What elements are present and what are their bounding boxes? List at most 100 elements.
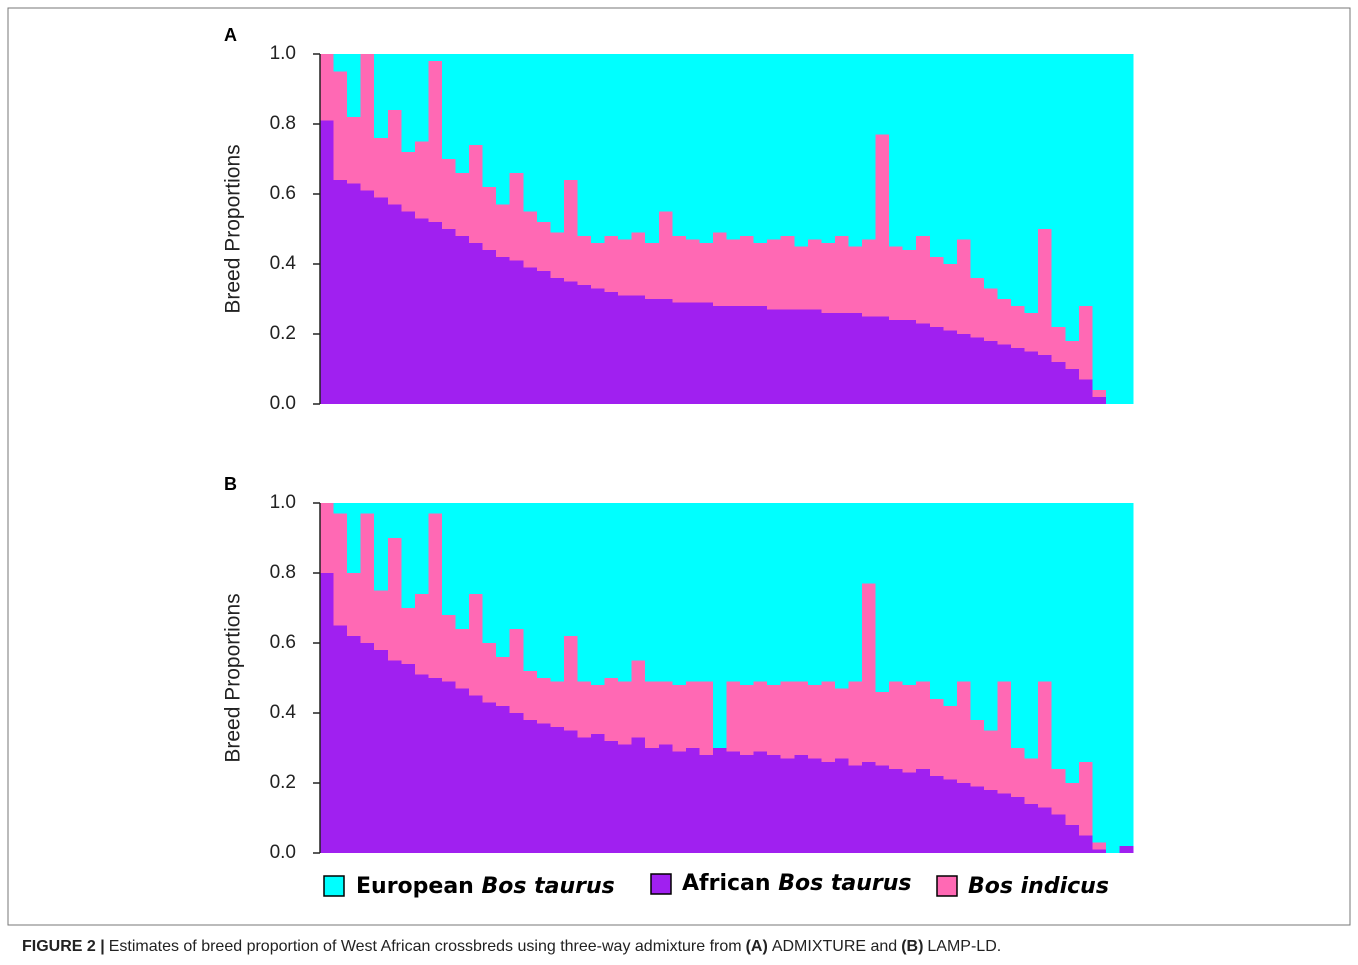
bar-segment: [618, 744, 633, 853]
bar-segment: [591, 734, 606, 853]
bar-segment: [550, 681, 565, 727]
bar-segment: [1078, 54, 1093, 306]
y-tick-label: 0.4: [270, 702, 297, 723]
bar-segment: [1078, 762, 1093, 836]
bar-segment: [929, 699, 944, 776]
bar-segment: [604, 503, 619, 678]
bar-segment: [482, 187, 497, 250]
bar-segment: [618, 239, 633, 296]
bar-segment: [1011, 54, 1026, 306]
bar-segment: [780, 503, 795, 682]
bar-segment: [1078, 379, 1093, 404]
bar-segment: [577, 236, 592, 285]
bar-segment: [523, 54, 538, 212]
y-tick-label: 0.0: [270, 842, 296, 863]
bar-segment: [672, 54, 687, 236]
bar-segment: [685, 681, 700, 748]
bar-segment: [1092, 397, 1107, 404]
bar-segment: [441, 159, 457, 229]
y-tick-label: 0.8: [270, 113, 296, 134]
bar-segment: [563, 54, 579, 180]
caption-label: FIGURE 2 |: [22, 938, 105, 955]
bar-segment: [834, 313, 850, 404]
legend-label: Bos indicus: [968, 874, 1109, 899]
bar-segment: [1038, 355, 1053, 404]
bar-segment: [482, 54, 497, 187]
bar-segment: [997, 793, 1012, 853]
bar-segment: [848, 54, 863, 247]
bar-segment: [1065, 54, 1080, 341]
legend-label: European Bos taurus: [356, 874, 615, 899]
bar-segment: [699, 243, 714, 303]
bar-segment: [374, 54, 389, 138]
bar-segment: [428, 61, 443, 222]
bar-segment: [997, 299, 1012, 345]
bar-segment: [414, 141, 429, 219]
bar-segment: [631, 737, 646, 853]
bar-segment: [889, 681, 904, 769]
bar-segment: [347, 636, 362, 853]
bar-segment: [983, 503, 999, 731]
bar-segment: [807, 685, 822, 759]
bar-segment: [875, 503, 890, 692]
chart-panel: A Breed Proportions 0.0 0.2 0.4 0.6 0.8 1.0: [222, 25, 1134, 414]
bar-segment: [645, 299, 660, 404]
bar-segment: [1051, 362, 1066, 404]
bar-segment: [333, 513, 348, 626]
bar-segment: [496, 657, 511, 706]
bar-segment: [469, 145, 484, 243]
legend-swatch: [323, 875, 345, 897]
bar-segment: [699, 681, 714, 755]
caption-text: ADMIXTURE and: [771, 938, 898, 955]
caption: FIGURE 2 | Estimates of breed proportion …: [22, 938, 1005, 956]
bar-segment: [875, 54, 890, 135]
bar-segment: [496, 54, 511, 205]
bar-segment: [685, 54, 700, 240]
bar-segment: [929, 503, 944, 699]
chart-panel: B Breed Proportions 0.0 0.2 0.4 0.6 0.8 1.0: [222, 474, 1134, 863]
bar-segment: [604, 741, 619, 853]
bar-segment: [347, 503, 362, 573]
bar-segment: [997, 344, 1012, 404]
bar-segment: [360, 190, 375, 404]
bar-segment: [1092, 54, 1107, 390]
bar-segment: [712, 54, 728, 233]
bar-segment: [726, 54, 741, 240]
bar-segment: [658, 54, 673, 212]
bar-segment: [631, 295, 646, 404]
bar-segment: [970, 720, 985, 787]
bar-segment: [780, 309, 795, 404]
bar-segment: [902, 503, 917, 685]
bar-segment: [1051, 54, 1066, 327]
y-tick-label: 1.0: [270, 492, 296, 513]
bar-segment: [577, 503, 592, 682]
bar-segment: [699, 755, 714, 853]
bar-segment: [983, 288, 999, 341]
bar-segment: [902, 772, 917, 853]
bar-segment: [333, 625, 348, 853]
bar-segment: [753, 306, 768, 404]
bar-segment: [794, 54, 809, 247]
bar-segment: [401, 211, 416, 404]
bar-segment: [807, 54, 822, 240]
bar-segment: [1051, 327, 1066, 362]
bar-segment: [563, 730, 579, 853]
bar-segment: [441, 615, 457, 682]
bar-segment: [496, 257, 511, 404]
bar-segment: [685, 239, 700, 303]
y-tick-label: 0.6: [270, 632, 296, 653]
bar-segment: [902, 54, 917, 250]
bar-segment: [902, 250, 917, 320]
bar-segment: [685, 748, 700, 853]
bar-segment: [536, 271, 551, 404]
bar-segment: [712, 503, 728, 748]
bar-segment: [428, 513, 443, 678]
y-axis-title: Breed Proportions: [222, 593, 245, 762]
bar-segment: [685, 503, 700, 682]
y-tick-label: 0.6: [270, 183, 296, 204]
bar-segment: [943, 706, 958, 780]
bar-segment: [848, 681, 863, 766]
bar-segment: [550, 278, 565, 404]
bar-segment: [875, 134, 890, 317]
bar-segment: [970, 278, 985, 338]
